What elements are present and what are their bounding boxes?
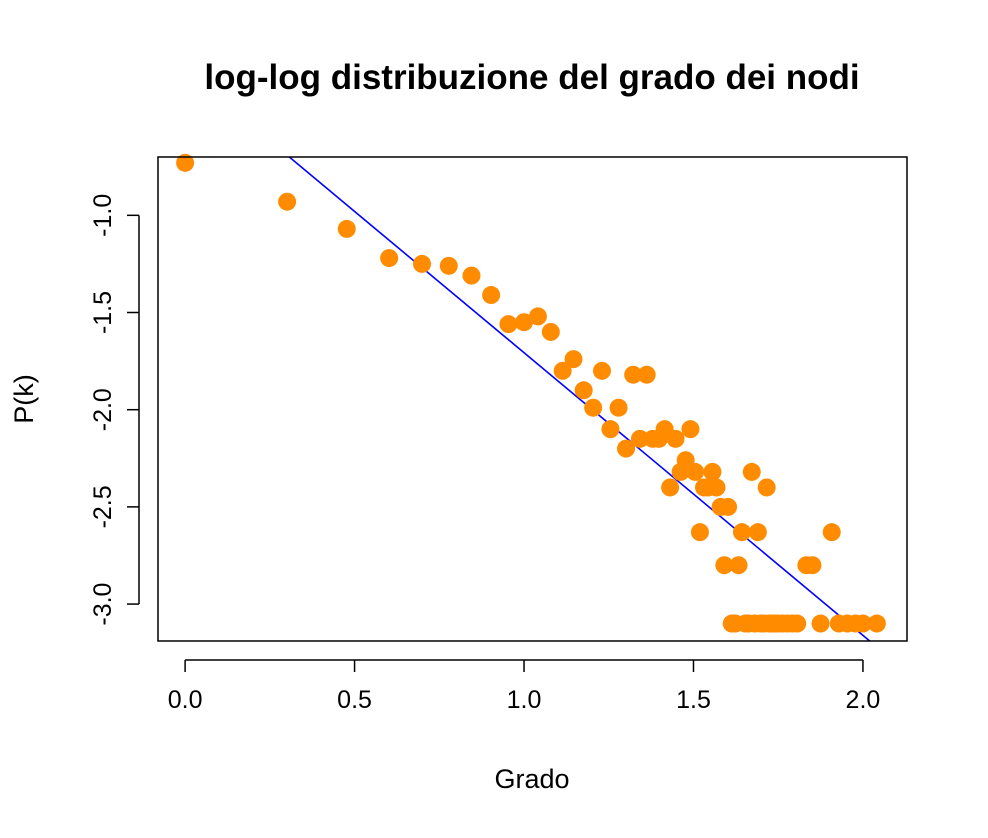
y-axis-title: P(k) (9, 374, 39, 424)
data-point (867, 614, 886, 633)
data-point (413, 254, 432, 273)
y-tick-label: -2.0 (89, 388, 117, 431)
data-point (439, 256, 458, 275)
data-point (715, 556, 734, 575)
data-point (666, 429, 685, 448)
data-point (719, 497, 738, 516)
x-tick-label: 0.0 (168, 686, 203, 714)
data-point (528, 307, 547, 326)
data-point (564, 350, 583, 369)
points-layer (176, 153, 886, 633)
data-point (757, 478, 776, 497)
data-point (380, 249, 399, 268)
x-axis-title: Grado (494, 764, 569, 794)
data-point (624, 365, 643, 384)
data-point (732, 523, 751, 542)
fit-line-layer (288, 157, 871, 641)
y-axis: -3.0 -2.5 -2.0 -1.5 -1.0 (89, 194, 140, 626)
data-point (681, 420, 700, 439)
data-point (661, 478, 680, 497)
data-point (630, 429, 649, 448)
data-point (541, 322, 560, 341)
x-axis: 0.0 0.5 1.0 1.5 2.0 (168, 659, 881, 714)
data-point (822, 523, 841, 542)
data-point (686, 462, 705, 481)
data-point (553, 361, 572, 380)
data-point (637, 365, 656, 384)
y-tick-label: -2.5 (89, 485, 117, 528)
data-point (574, 381, 593, 400)
y-tick-label: -1.0 (89, 194, 117, 237)
data-point (803, 556, 822, 575)
x-tick-label: 1.0 (507, 686, 542, 714)
data-point (811, 614, 830, 633)
data-point (748, 523, 767, 542)
chart-title: log-log distribuzione del grado dei nodi (204, 58, 860, 97)
data-point (707, 478, 726, 497)
data-point (337, 219, 356, 238)
data-point (592, 361, 611, 380)
data-point (690, 523, 709, 542)
y-tick-label: -1.5 (89, 291, 117, 334)
plot-frame (157, 156, 908, 642)
data-point (853, 614, 872, 633)
data-point (584, 398, 603, 417)
data-point (742, 462, 761, 481)
x-tick-label: 0.5 (337, 686, 372, 714)
data-point (788, 614, 807, 633)
x-tick-label: 1.5 (676, 686, 711, 714)
data-point (601, 420, 620, 439)
y-tick-label: -3.0 (89, 583, 117, 626)
data-point (515, 313, 534, 332)
fit-line (288, 157, 871, 641)
x-tick-label: 2.0 (846, 686, 881, 714)
data-point (499, 315, 518, 334)
data-point (462, 266, 481, 285)
data-point (617, 439, 636, 458)
data-point (176, 153, 195, 172)
data-point (278, 192, 297, 211)
data-point (482, 286, 501, 305)
data-point (729, 556, 748, 575)
data-point (703, 462, 722, 481)
data-point (609, 398, 628, 417)
